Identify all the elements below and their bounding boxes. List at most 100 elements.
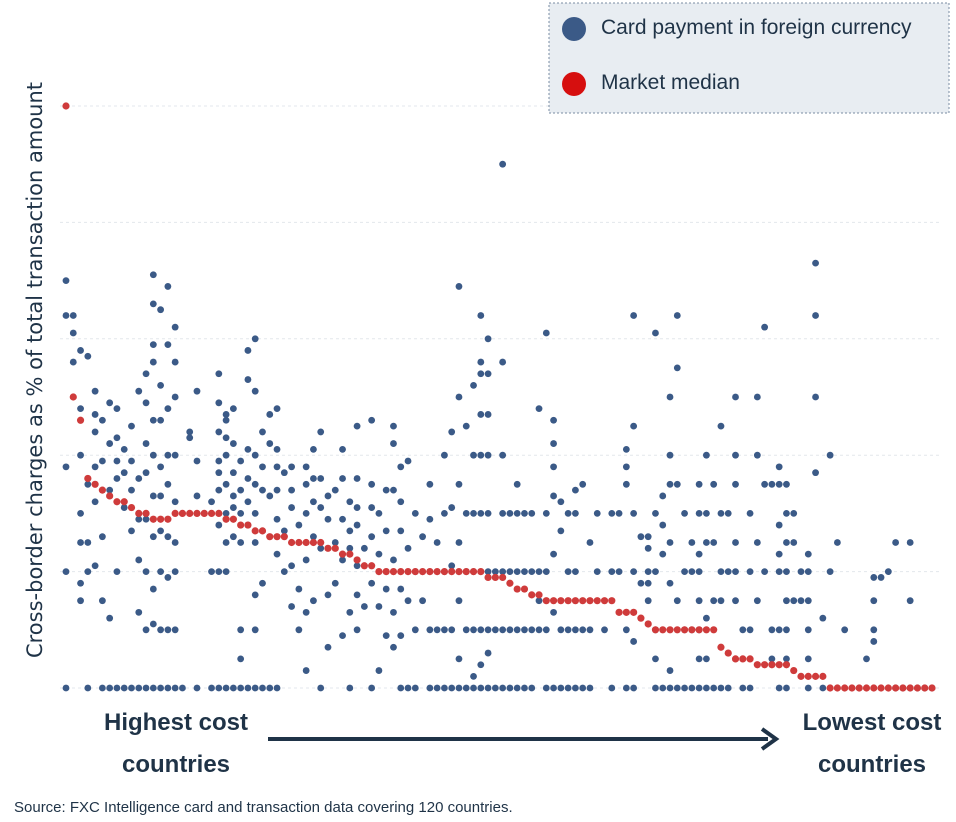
data-point-card-payment: [273, 445, 281, 453]
data-point-card-payment: [157, 684, 165, 692]
data-point-card-payment: [426, 480, 434, 488]
data-point-card-payment: [550, 440, 557, 447]
legend-label-card-payment: Card payment in foreign currency: [601, 16, 912, 39]
data-point-card-payment: [666, 393, 674, 401]
data-point-card-payment: [295, 626, 303, 634]
data-point-card-payment: [353, 591, 361, 599]
data-point-card-payment: [397, 463, 405, 471]
data-point-card-payment: [237, 626, 245, 634]
data-point-card-payment: [477, 684, 485, 692]
data-point-card-payment: [804, 550, 812, 558]
data-point-market-median: [222, 515, 230, 523]
data-point-card-payment: [783, 597, 790, 605]
data-point-market-median: [549, 597, 558, 605]
data-point-market-median: [622, 608, 630, 616]
data-point-card-payment: [673, 597, 681, 605]
data-point-market-median: [571, 597, 580, 605]
data-point-card-payment: [884, 568, 892, 575]
data-point-card-payment: [368, 533, 376, 541]
data-point-market-median: [673, 626, 681, 634]
data-point-card-payment: [477, 661, 485, 669]
data-point-market-median: [207, 509, 216, 517]
data-point-card-payment: [528, 510, 536, 517]
data-point-card-payment: [484, 411, 492, 418]
data-point-market-median: [462, 568, 470, 576]
data-point-card-payment: [157, 568, 165, 575]
data-point-card-payment: [819, 684, 827, 692]
data-point-card-payment: [644, 544, 652, 552]
data-point-card-payment: [113, 684, 121, 692]
data-point-market-median: [69, 393, 77, 401]
data-point-card-payment: [128, 527, 135, 535]
data-point-card-payment: [251, 451, 259, 459]
data-point-card-payment: [375, 550, 383, 558]
data-point-card-payment: [761, 323, 769, 331]
source-note: Source: FXC Intelligence card and transa…: [14, 799, 513, 816]
data-point-card-payment: [455, 480, 463, 488]
data-point-card-payment: [790, 510, 798, 517]
data-point-card-payment: [484, 649, 492, 657]
data-point-card-payment: [491, 684, 499, 692]
data-point-card-payment: [586, 626, 594, 634]
data-point-market-median: [680, 626, 689, 634]
data-point-card-payment: [77, 405, 84, 413]
data-point-market-median: [921, 684, 929, 692]
data-point-card-payment: [251, 539, 259, 546]
data-point-card-payment: [157, 306, 165, 314]
data-point-card-payment: [783, 626, 790, 634]
data-point-card-payment: [375, 667, 383, 674]
data-point-card-payment: [833, 539, 841, 546]
data-point-card-payment: [783, 568, 790, 575]
data-point-card-payment: [673, 364, 681, 372]
data-point-card-payment: [222, 510, 230, 517]
data-point-card-payment: [142, 684, 150, 692]
legend-marker-card-payment: [562, 17, 586, 41]
data-point-card-payment: [673, 684, 681, 692]
data-point-card-payment: [273, 550, 281, 558]
data-point-card-payment: [746, 568, 754, 575]
data-point-card-payment: [666, 480, 674, 488]
data-point-card-payment: [732, 568, 739, 575]
data-point-card-payment: [273, 405, 281, 413]
data-point-card-payment: [477, 312, 485, 319]
data-point-card-payment: [171, 498, 179, 506]
data-point-card-payment: [259, 579, 266, 587]
data-point-market-median: [892, 684, 900, 692]
data-point-card-payment: [695, 510, 703, 517]
data-point-card-payment: [579, 684, 587, 692]
data-point-market-median: [120, 498, 128, 506]
data-point-card-payment: [572, 486, 579, 494]
data-point-card-payment: [251, 335, 259, 343]
data-point-market-median: [913, 684, 922, 692]
data-point-market-median: [768, 661, 776, 669]
data-point-market-median: [535, 591, 543, 599]
data-point-card-payment: [164, 626, 172, 634]
data-point-card-payment: [353, 422, 361, 430]
data-point-card-payment: [470, 451, 477, 459]
data-point-card-payment: [382, 632, 390, 640]
data-point-card-payment: [703, 510, 710, 517]
data-point-card-payment: [652, 655, 659, 663]
data-point-card-payment: [273, 463, 281, 471]
series-card-payment-points: [62, 160, 936, 692]
data-point-market-median: [731, 655, 740, 663]
data-point-card-payment: [695, 480, 703, 488]
data-point-market-median: [797, 672, 805, 680]
data-point-card-payment: [390, 440, 397, 447]
data-point-card-payment: [259, 486, 266, 494]
data-point-card-payment: [404, 684, 412, 692]
data-point-card-payment: [193, 457, 201, 465]
data-point-market-median: [142, 509, 150, 517]
data-point-card-payment: [106, 684, 114, 692]
data-point-card-payment: [433, 684, 441, 692]
data-point-card-payment: [484, 626, 492, 634]
data-point-card-payment: [353, 562, 361, 570]
data-point-card-payment: [390, 486, 397, 494]
data-point-card-payment: [113, 405, 121, 413]
data-point-card-payment: [557, 498, 565, 506]
data-point-card-payment: [732, 480, 739, 488]
legend: Card payment in foreign currency Market …: [548, 2, 950, 114]
data-point-card-payment: [564, 510, 572, 517]
data-point-card-payment: [455, 539, 463, 546]
